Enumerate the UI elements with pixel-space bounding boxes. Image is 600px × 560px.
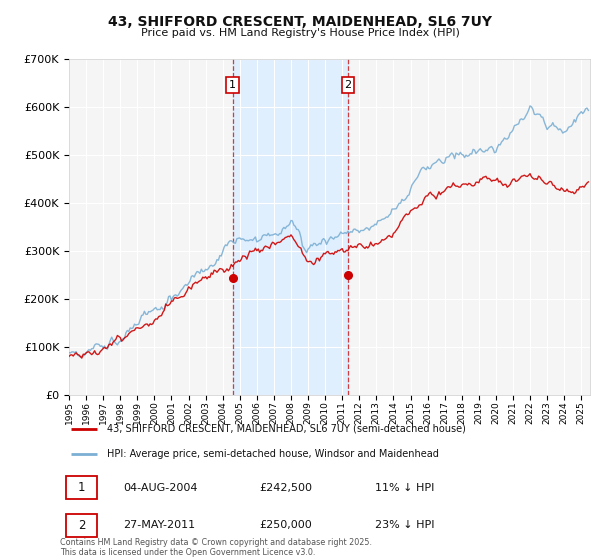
Text: HPI: Average price, semi-detached house, Windsor and Maidenhead: HPI: Average price, semi-detached house,… — [107, 449, 439, 459]
Text: 1: 1 — [78, 481, 85, 494]
Text: 11% ↓ HPI: 11% ↓ HPI — [375, 483, 434, 493]
Text: £242,500: £242,500 — [260, 483, 313, 493]
Text: 04-AUG-2004: 04-AUG-2004 — [123, 483, 197, 493]
Text: 1: 1 — [229, 80, 236, 90]
FancyBboxPatch shape — [66, 514, 97, 536]
Bar — [233, 59, 348, 395]
Text: 43, SHIFFORD CRESCENT, MAIDENHEAD, SL6 7UY: 43, SHIFFORD CRESCENT, MAIDENHEAD, SL6 7… — [108, 15, 492, 29]
Text: 2: 2 — [78, 519, 85, 532]
Text: Contains HM Land Registry data © Crown copyright and database right 2025.
This d: Contains HM Land Registry data © Crown c… — [60, 538, 372, 557]
Text: 27-MAY-2011: 27-MAY-2011 — [123, 520, 195, 530]
Text: 43, SHIFFORD CRESCENT, MAIDENHEAD, SL6 7UY (semi-detached house): 43, SHIFFORD CRESCENT, MAIDENHEAD, SL6 7… — [107, 424, 466, 433]
Text: Price paid vs. HM Land Registry's House Price Index (HPI): Price paid vs. HM Land Registry's House … — [140, 28, 460, 38]
Text: £250,000: £250,000 — [260, 520, 312, 530]
Text: 2: 2 — [344, 80, 352, 90]
FancyBboxPatch shape — [66, 477, 97, 499]
Text: 23% ↓ HPI: 23% ↓ HPI — [375, 520, 434, 530]
